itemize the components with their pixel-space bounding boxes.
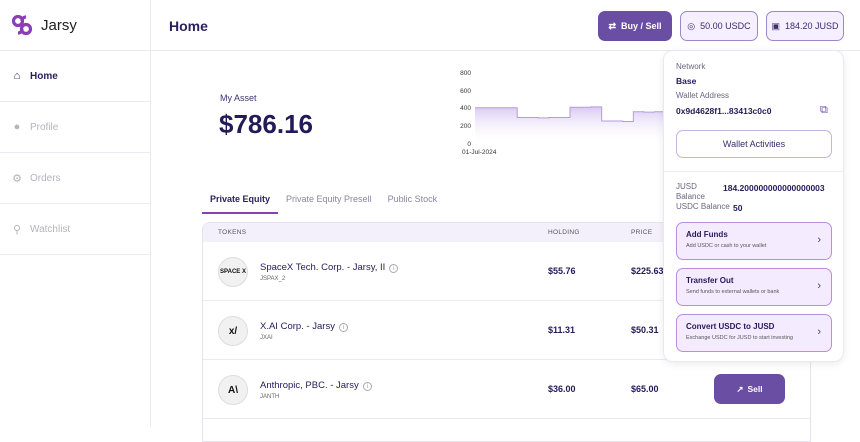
page-title: Home [169,18,208,34]
divider [664,171,843,172]
user-icon: ● [13,121,21,133]
sell-label: Sell [747,384,763,394]
action-desc: Send funds to external wallets or bank [686,289,780,295]
telescope-icon: ⚲ [12,223,22,236]
token-symbol: JANTH [260,394,280,400]
info-icon[interactable]: i [389,264,399,273]
jusd-balance-button[interactable]: ▣ 184.20 JUSD [766,11,844,41]
y-tick: 400 [460,105,471,112]
transfer-out-button[interactable]: Transfer Out Send funds to external walle… [676,268,832,306]
token-name[interactable]: X.AI Corp. - Jarsy [260,321,335,332]
app-name: Jarsy [41,16,77,34]
wallet-address: 0x9d4628f1...83413c0c0 [676,106,772,116]
buy-sell-button[interactable]: ⇄ Buy / Sell [598,11,672,41]
price-value: $225.63 [631,266,664,276]
chevron-right-icon: › [817,280,821,292]
holding-value: $36.00 [548,384,576,394]
series-line [475,106,665,122]
sidebar-item-profile[interactable]: ● Profile [0,102,150,153]
tab-private-equity-presell[interactable]: Private Equity Presell [286,194,372,204]
table-row[interactable]: x/ X.AI Corp. - Jarsy i JXAI $11.31 $50.3… [203,301,810,360]
sell-button[interactable]: ↗ Sell [714,374,785,404]
x-tick: 01-Jul-2024 [462,149,497,156]
action-title: Convert USDC to JUSD [686,322,775,331]
orders-icon: ⚙ [12,172,22,185]
tabs: Private Equity Private Equity Presell Pu… [202,192,445,214]
series-area [475,106,665,145]
y-tick: 800 [460,70,471,77]
info-icon[interactable]: i [338,323,348,332]
y-tick: 200 [460,123,471,130]
action-desc: Exchange USDC for JUSD to start investin… [686,335,793,341]
asset-label: My Asset [220,93,257,103]
usdc-balance-button[interactable]: ◎ 50.00 USDC [680,11,758,41]
usdc-balance-label: USDC Balance [676,202,730,211]
usdc-balance-value: 50 [733,203,743,213]
wallet-icon: ▣ [771,20,780,31]
y-tick: 600 [460,88,471,95]
tab-public-stock[interactable]: Public Stock [387,194,438,204]
action-title: Add Funds [686,230,728,239]
wallet-address-label: Wallet Address [676,91,730,100]
jusd-label: 184.20 JUSD [784,21,839,31]
jusd-balance-value: 184.200000000000000003 [723,183,825,193]
holding-value: $55.76 [548,266,576,276]
sidebar-item-label: Home [30,70,58,82]
price-value: $65.00 [631,384,659,394]
network-value: Base [676,76,697,86]
sidebar-item-home[interactable]: ⌂ Home [0,51,150,102]
sidebar-item-orders[interactable]: ⚙ Orders [0,153,150,204]
tab-private-equity[interactable]: Private Equity [202,192,279,214]
usdc-coin-icon: ◎ [687,20,696,31]
logo[interactable]: Jarsy [0,0,150,51]
swap-icon: ⇄ [608,20,617,31]
col-holding: HOLDING [548,229,580,236]
token-logo: SPACE X [218,257,248,287]
y-tick: 0 [467,141,471,148]
table-header: TOKENS HOLDING PRICE [203,223,810,242]
wallet-activities-button[interactable]: Wallet Activities [676,130,832,158]
table-row[interactable]: A\ Anthropic, PBC. - Jarsy i JANTH $36.00… [203,360,810,419]
add-funds-button[interactable]: Add Funds Add USDC or cash to your wallet… [676,222,832,260]
asset-value: $786.16 [219,109,313,139]
holding-value: $11.31 [548,325,576,335]
token-symbol: JSPAX_2 [260,276,286,282]
table-row[interactable]: SPACE X SpaceX Tech. Corp. - Jarsy, II i … [203,242,810,301]
price-value: $50.31 [631,325,659,335]
convert-usdc-button[interactable]: Convert USDC to JUSD Exchange USDC for JU… [676,314,832,352]
buy-sell-label: Buy / Sell [621,21,662,31]
sidebar-item-watchlist[interactable]: ⚲ Watchlist [0,204,150,255]
chart-plot [475,106,665,145]
action-desc: Add USDC or cash to your wallet [686,243,767,249]
col-tokens: TOKENS [218,229,247,236]
tokens-table: TOKENS HOLDING PRICE SPACE X SpaceX Tech… [202,222,811,442]
network-label: Network [676,62,706,71]
copy-icon[interactable]: ⧉ [820,104,828,116]
info-icon[interactable]: i [362,382,372,391]
jusd-balance-label: JUSD Balance [676,182,705,201]
token-logo: A\ [218,375,248,405]
sidebar: Jarsy ⌂ Home ● Profile ⚙ Orders ⚲ Watchlist [0,0,151,427]
home-icon: ⌂ [13,70,21,82]
arrow-up-right-icon: ↗ [736,383,744,394]
token-logo: x/ [218,316,248,346]
token-name[interactable]: SpaceX Tech. Corp. - Jarsy, II [260,262,386,273]
wallet-popup: Network Base Wallet Address 0x9d4628f1..… [663,50,844,362]
sidebar-item-label: Watchlist [30,223,71,235]
header: Home ⇄ Buy / Sell ◎ 50.00 USDC ▣ 184.20 JUS… [151,0,860,51]
token-symbol: JXAI [260,335,273,341]
sidebar-item-label: Orders [30,172,61,184]
chevron-right-icon: › [817,234,821,246]
chevron-right-icon: › [817,326,821,338]
jarsy-logo-icon [11,14,33,36]
action-title: Transfer Out [686,276,734,285]
sidebar-item-label: Profile [30,121,59,133]
usdc-label: 50.00 USDC [700,21,751,31]
col-price: PRICE [631,229,653,236]
token-name[interactable]: Anthropic, PBC. - Jarsy [260,380,359,391]
